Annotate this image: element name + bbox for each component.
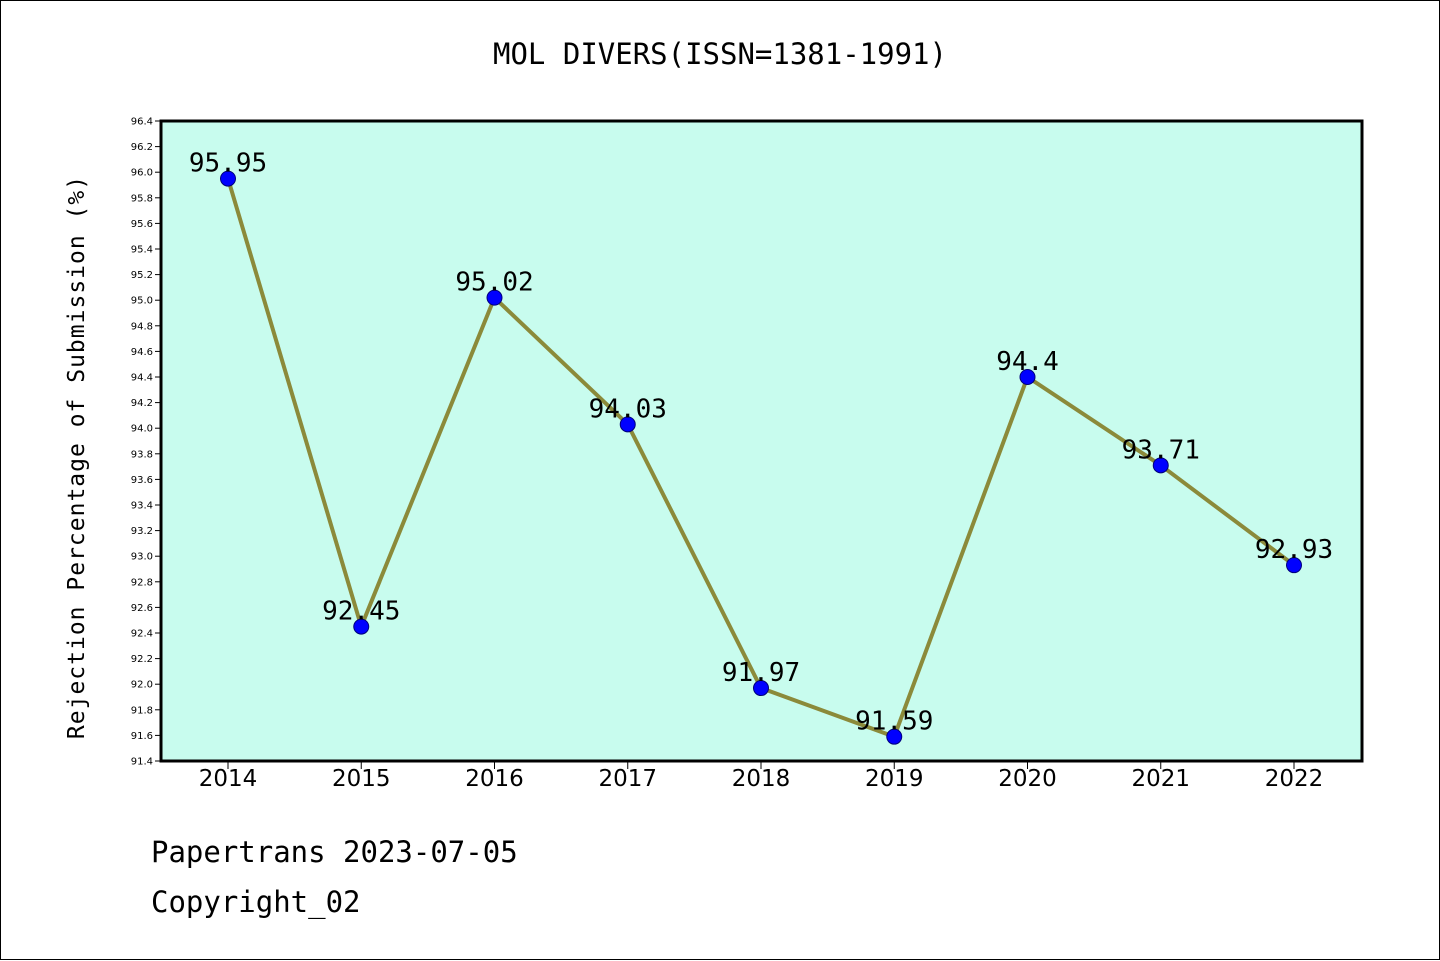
x-tick-label: 2020 xyxy=(998,766,1057,792)
y-tick-label: 94.6 xyxy=(131,347,153,358)
footer-copyright: Copyright_02 xyxy=(151,885,361,919)
x-tick-label: 2015 xyxy=(332,766,391,792)
x-tick-label: 2018 xyxy=(732,766,791,792)
y-tick-label: 95.2 xyxy=(131,270,153,281)
y-tick-label: 91.6 xyxy=(131,731,153,742)
data-label: 95.02 xyxy=(455,268,533,298)
data-label: 93.71 xyxy=(1122,435,1200,465)
data-point xyxy=(1152,457,1169,474)
data-point xyxy=(220,170,236,187)
y-tick-label: 93.0 xyxy=(131,552,153,563)
y-tick-label: 91.4 xyxy=(131,757,153,768)
x-axis: 2014 2015 2016 2017 2018 2019 2020 2021 2022 xyxy=(199,761,1324,792)
y-tick-label: 94.2 xyxy=(131,398,153,409)
y-tick-label: 95.8 xyxy=(131,193,153,204)
y-tick-label: 92.6 xyxy=(131,603,153,614)
data-label: 91.59 xyxy=(855,707,933,737)
data-label: 91.97 xyxy=(722,658,800,688)
x-tick-label: 2014 xyxy=(199,766,258,792)
data-label: 94.4 xyxy=(996,347,1059,377)
data-point xyxy=(619,416,636,433)
y-tick-label: 96.4 xyxy=(131,117,153,128)
data-point xyxy=(486,289,503,306)
y-tick-label: 96.2 xyxy=(131,142,153,153)
x-tick-label: 2016 xyxy=(465,766,524,792)
y-tick-label: 92.2 xyxy=(131,654,153,665)
data-point xyxy=(353,618,370,635)
y-tick-label: 92.0 xyxy=(131,680,153,691)
y-tick-label: 91.8 xyxy=(131,705,153,716)
y-tick-label: 93.4 xyxy=(131,501,153,512)
y-tick-label: 92.4 xyxy=(131,629,153,640)
y-tick-label: 95.6 xyxy=(131,219,153,230)
x-tick-label: 2019 xyxy=(865,766,924,792)
x-tick-label: 2021 xyxy=(1131,766,1190,792)
data-point xyxy=(1019,369,1036,385)
y-tick-label: 93.6 xyxy=(131,475,153,486)
footer-date: Papertrans 2023-07-05 xyxy=(151,835,518,869)
y-tick-label: 95.4 xyxy=(131,245,153,256)
plot-area xyxy=(159,119,1364,763)
y-tick-label: 94.4 xyxy=(131,373,153,384)
y-tick-label: 95.0 xyxy=(131,296,153,307)
x-tick-label: 2017 xyxy=(598,766,657,792)
data-label: 92.93 xyxy=(1255,535,1333,565)
y-tick-label: 96.0 xyxy=(131,168,153,179)
data-point xyxy=(886,728,903,745)
data-labels-group: 95.95 92.45 95.02 94.03 91.97 91.59 94.4 93.71 9… xyxy=(189,149,1333,737)
data-label: 94.03 xyxy=(589,394,667,424)
data-point xyxy=(1286,557,1302,574)
y-tick-label: 94.8 xyxy=(131,321,153,332)
chart-title: MOL DIVERS(ISSN=1381-1991) xyxy=(493,37,947,71)
data-label: 92.45 xyxy=(322,597,400,627)
y-tick-label: 93.8 xyxy=(131,449,153,460)
markers-group xyxy=(220,170,1302,745)
data-label: 95.95 xyxy=(189,149,267,179)
y-tick-label: 92.8 xyxy=(131,577,153,588)
data-point xyxy=(753,680,769,697)
y-axis: 91.4 91.6 91.8 92.0 92.2 92.4 92.6 92.8 93.0 93.2… xyxy=(131,117,161,768)
y-tick-label: 94.0 xyxy=(131,424,153,435)
y-tick-label: 93.2 xyxy=(131,526,153,537)
x-tick-label: 2022 xyxy=(1265,766,1324,792)
